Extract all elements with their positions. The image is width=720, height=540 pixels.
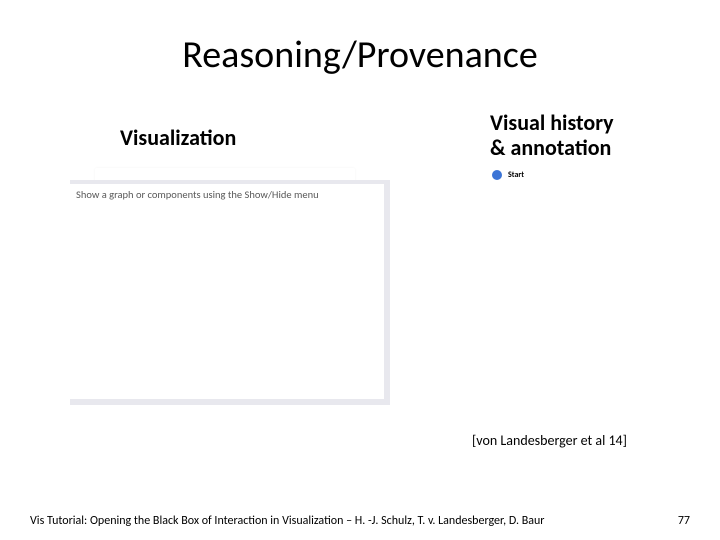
footer-text: Vis Tutorial: Opening the Black Box of I… — [30, 514, 544, 528]
right-column-heading: Visual history& annotation — [490, 110, 614, 161]
panel-topbar — [70, 180, 390, 184]
start-node-label: Start — [508, 170, 524, 180]
slide: Reasoning/Provenance Visualization Visua… — [0, 0, 720, 540]
history-start-node: Start — [492, 170, 524, 180]
page-number: 77 — [678, 514, 690, 528]
horizontal-scrollbar[interactable] — [70, 399, 390, 405]
citation-text: [von Landesberger et al 14] — [472, 432, 627, 449]
visualization-hint-text: Show a graph or components using the Sho… — [76, 188, 319, 201]
start-node-dot-icon — [492, 170, 502, 180]
slide-title: Reasoning/Provenance — [0, 32, 720, 78]
vertical-scrollbar[interactable] — [384, 180, 390, 399]
left-column-heading: Visualization — [120, 124, 236, 151]
visualization-panel: Show a graph or components using the Sho… — [70, 180, 390, 405]
